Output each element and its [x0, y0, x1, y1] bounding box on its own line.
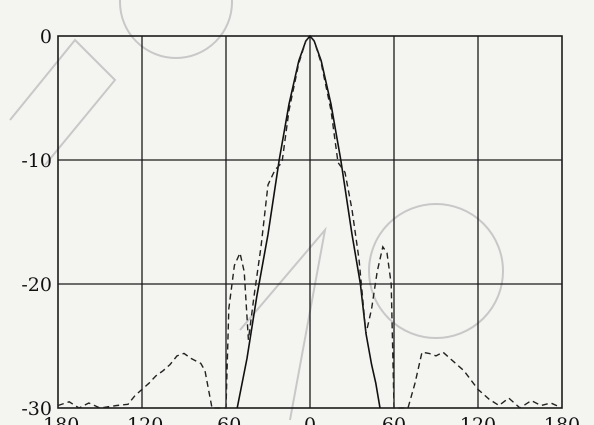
x-tick-label: 60 [382, 414, 406, 425]
x-tick-label: 180 [544, 414, 580, 425]
series-solid-line [236, 34, 381, 409]
x-tick-label: -120 [121, 414, 164, 425]
series-dashed-line [57, 34, 563, 409]
grid [57, 35, 563, 409]
watermark [9, 0, 504, 421]
watermark-circle-top [119, 0, 233, 59]
series-layer [57, 34, 563, 409]
y-tick-label: -10 [21, 150, 52, 172]
watermark-circle-bottom [368, 203, 504, 339]
y-tick-label: -20 [21, 274, 52, 296]
y-tick-label: -30 [21, 398, 52, 420]
x-tick-label: 120 [460, 414, 496, 425]
x-tick-label: -60 [211, 414, 242, 425]
y-tick-label: 0 [40, 26, 52, 48]
tick-labels: 0 -10 -20 -30-180 -120 -60 0 60 120 180 [21, 26, 580, 425]
watermark-stroke-left [9, 38, 117, 166]
watermark-stroke-center [239, 226, 327, 421]
x-tick-label: 0 [304, 414, 316, 425]
x-tick-label: -180 [37, 414, 80, 425]
